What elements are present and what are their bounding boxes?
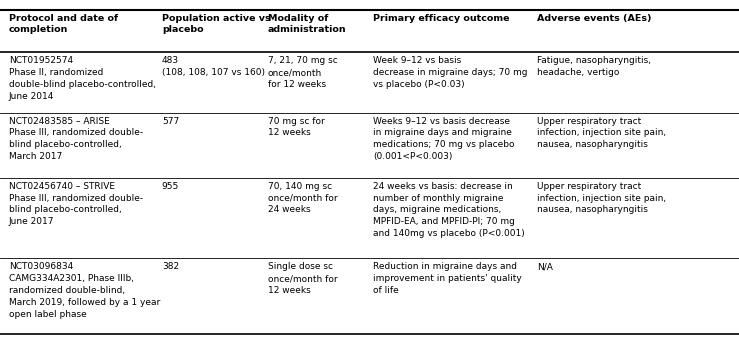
Text: 70, 140 mg sc
once/month for
24 weeks: 70, 140 mg sc once/month for 24 weeks (268, 182, 337, 214)
Text: NCT03096834
CAMG334A2301, Phase IIIb,
randomized double-blind,
March 2019, follo: NCT03096834 CAMG334A2301, Phase IIIb, ra… (9, 263, 160, 319)
Text: 24 weeks vs basis: decrease in
number of monthly migraine
days, migraine medicat: 24 weeks vs basis: decrease in number of… (373, 182, 525, 238)
Text: N/A: N/A (537, 263, 553, 271)
Text: Modality of
administration: Modality of administration (268, 14, 346, 34)
Text: NCT02483585 – ARISE
Phase III, randomized double-
blind placebo-controlled,
Marc: NCT02483585 – ARISE Phase III, randomize… (9, 117, 143, 161)
Text: Weeks 9–12 vs basis decrease
in migraine days and migraine
medications; 70 mg vs: Weeks 9–12 vs basis decrease in migraine… (373, 117, 514, 161)
Text: Upper respiratory tract
infection, injection site pain,
nausea, nasopharyngitis: Upper respiratory tract infection, injec… (537, 117, 667, 149)
Text: Adverse events (AEs): Adverse events (AEs) (537, 14, 652, 23)
Text: Primary efficacy outcome: Primary efficacy outcome (373, 14, 510, 23)
Text: 955: 955 (162, 182, 179, 191)
Text: Protocol and date of
completion: Protocol and date of completion (9, 14, 118, 34)
Text: 577: 577 (162, 117, 179, 126)
Text: Week 9–12 vs basis
decrease in migraine days; 70 mg
vs placebo (P<0.03): Week 9–12 vs basis decrease in migraine … (373, 56, 528, 89)
Text: NCT02456740 – STRIVE
Phase III, randomized double-
blind placebo-controlled,
Jun: NCT02456740 – STRIVE Phase III, randomiz… (9, 182, 143, 226)
Text: Fatigue, nasopharyngitis,
headache, vertigo: Fatigue, nasopharyngitis, headache, vert… (537, 56, 651, 77)
Text: Single dose sc
once/month for
12 weeks: Single dose sc once/month for 12 weeks (268, 263, 337, 295)
Text: Upper respiratory tract
infection, injection site pain,
nausea, nasopharyngitis: Upper respiratory tract infection, injec… (537, 182, 667, 214)
Text: Reduction in migraine days and
improvement in patients' quality
of life: Reduction in migraine days and improveme… (373, 263, 522, 295)
Text: 483
(108, 108, 107 vs 160): 483 (108, 108, 107 vs 160) (162, 56, 265, 77)
Text: 7, 21, 70 mg sc
once/month
for 12 weeks: 7, 21, 70 mg sc once/month for 12 weeks (268, 56, 337, 89)
Text: Population active vs
placebo: Population active vs placebo (162, 14, 270, 34)
Text: NCT01952574
Phase II, randomized
double-blind placebo-controlled,
June 2014: NCT01952574 Phase II, randomized double-… (9, 56, 156, 101)
Text: 70 mg sc for
12 weeks: 70 mg sc for 12 weeks (268, 117, 324, 137)
Text: 382: 382 (162, 263, 179, 271)
